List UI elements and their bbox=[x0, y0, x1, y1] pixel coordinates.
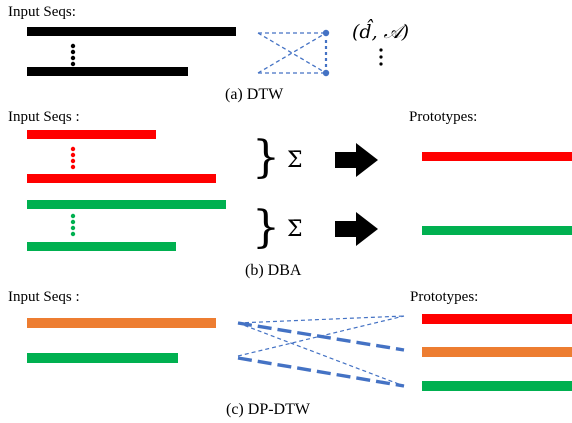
dba-red-ellipsis bbox=[70, 146, 76, 170]
dpdtw-green-seq bbox=[27, 353, 178, 363]
panel-a-caption: (a) DTW bbox=[225, 86, 284, 103]
panel-b-input-label: Input Seqs : bbox=[8, 109, 80, 125]
output-vertical-ellipsis bbox=[379, 48, 383, 66]
panel-a-dtw: Input Seqs: (d̂, 𝒜) (a) DTW bbox=[8, 4, 409, 103]
dtw-input-seq-2 bbox=[27, 67, 188, 76]
dpdtw-assignment-lines bbox=[237, 315, 405, 388]
dpdtw-orange-prototype bbox=[422, 347, 572, 357]
panel-c-prototypes-label: Prototypes: bbox=[410, 289, 478, 305]
dba-green-ellipsis bbox=[70, 213, 76, 237]
dba-brace-2: } bbox=[252, 202, 280, 253]
dtw-vertical-ellipsis bbox=[70, 43, 76, 67]
dtw-output-label: (d̂, 𝒜) bbox=[352, 18, 409, 43]
dpdtw-red-prototype bbox=[422, 314, 572, 324]
dba-red-prototype bbox=[422, 152, 572, 161]
panel-c-caption: (c) DP-DTW bbox=[226, 401, 311, 418]
dtw-node-top bbox=[322, 29, 330, 37]
panel-b-prototypes-label: Prototypes: bbox=[409, 109, 477, 125]
dtw-node-bottom bbox=[322, 69, 330, 77]
dba-arrow-1 bbox=[335, 143, 378, 177]
dba-average-operator-1: Σ̄ bbox=[287, 148, 303, 173]
dpdtw-green-prototype bbox=[422, 381, 572, 391]
dba-red-seq-1 bbox=[27, 130, 156, 139]
panel-c-dp-dtw: Input Seqs : Prototypes: (c) DP-DTW bbox=[8, 289, 572, 418]
dba-brace-1: } bbox=[252, 132, 280, 183]
panel-b-caption: (b) DBA bbox=[245, 262, 302, 279]
dba-arrow-2 bbox=[335, 212, 378, 246]
panel-b-dba: Input Seqs : Prototypes: } Σ̄ } Σ̄ (b) D… bbox=[8, 109, 572, 279]
dtw-input-seq-1 bbox=[27, 27, 236, 36]
dtw-alignment-diagram bbox=[257, 32, 328, 74]
dpdtw-orange-seq bbox=[27, 318, 216, 328]
dba-green-seq-2 bbox=[27, 242, 176, 251]
dba-green-seq-1 bbox=[27, 200, 226, 209]
panel-a-input-label: Input Seqs: bbox=[8, 4, 76, 20]
dba-green-prototype bbox=[422, 226, 572, 235]
dba-red-seq-2 bbox=[27, 174, 216, 183]
dba-average-operator-2: Σ̄ bbox=[287, 217, 303, 242]
panel-c-input-label: Input Seqs : bbox=[8, 289, 80, 305]
